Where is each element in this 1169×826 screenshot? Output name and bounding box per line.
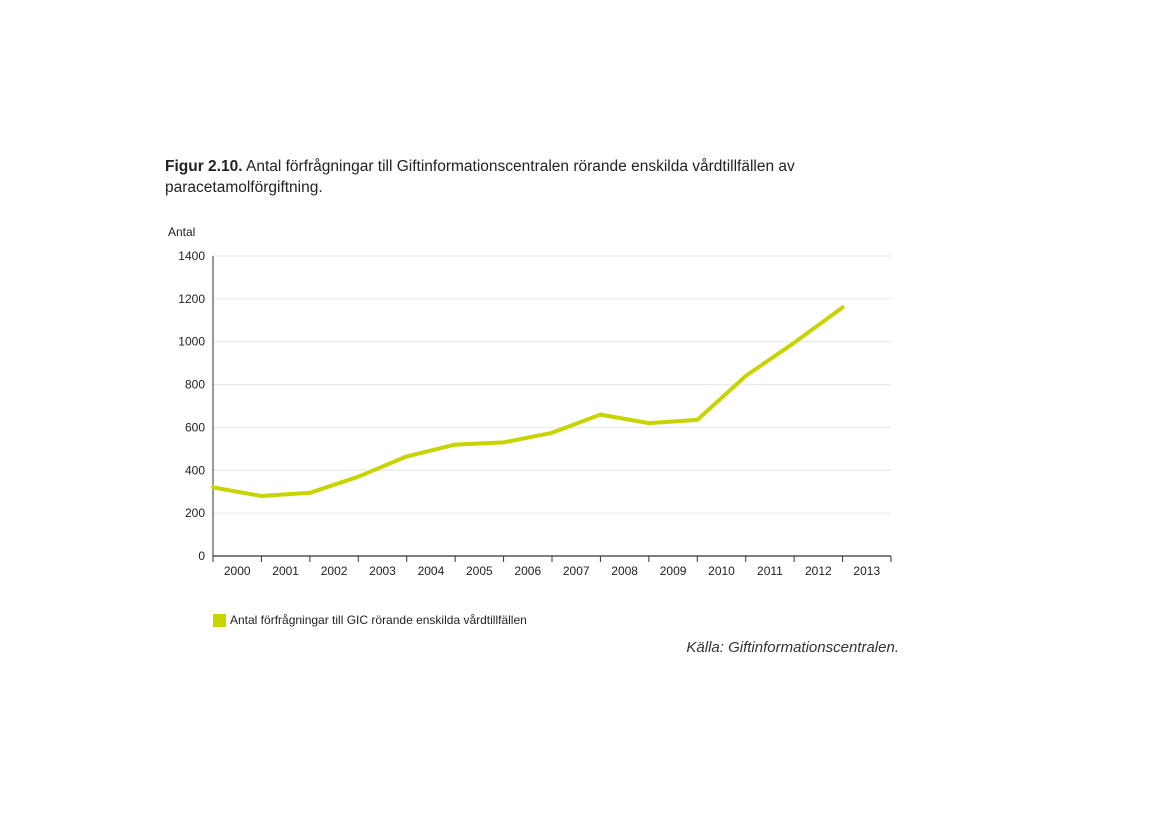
y-axis-label: Antal <box>168 225 195 239</box>
legend: Antal förfrågningar till GIC rörande ens… <box>213 613 527 627</box>
x-tick-label: 2006 <box>514 564 541 578</box>
grid-lines <box>213 255 891 514</box>
y-tick-label: 200 <box>185 506 205 520</box>
x-tick-label: 2007 <box>563 564 590 578</box>
x-tick-label: 2005 <box>466 564 493 578</box>
y-tick-label: 400 <box>185 463 205 477</box>
figure-label: Figur 2.10. <box>165 158 243 175</box>
y-tick-label: 1200 <box>178 292 205 306</box>
source-note: Källa: Giftinformationscentralen. <box>686 639 899 656</box>
x-tick-label: 2010 <box>708 564 735 578</box>
x-tick-label: 2003 <box>369 564 396 578</box>
figure-caption: Figur 2.10. Antal förfrågningar till Gif… <box>165 156 905 198</box>
x-tick-label: 2004 <box>418 564 445 578</box>
y-tick-label: 800 <box>185 378 205 392</box>
x-tick-label: 2013 <box>853 564 880 578</box>
y-tick-label: 1000 <box>178 335 205 349</box>
y-tick-label: 600 <box>185 420 205 434</box>
y-tick-label: 1400 <box>178 249 205 263</box>
legend-label: Antal förfrågningar till GIC rörande ens… <box>230 613 527 627</box>
x-tick-label: 2011 <box>757 564 783 578</box>
x-tick-label: 2002 <box>321 564 348 578</box>
series-line <box>211 305 845 498</box>
legend-swatch <box>213 613 226 627</box>
x-tick-label: 2008 <box>611 564 638 578</box>
x-axis: 2000 2001 2002 2003 2004 2005 2006 2007 2008 2009… <box>212 555 892 578</box>
series-group <box>211 305 845 498</box>
x-tick-label: 2001 <box>272 564 299 578</box>
y-tick-label: 0 <box>198 549 205 563</box>
figure-title: Antal förfrågningar till Giftinformation… <box>165 158 795 196</box>
x-tick-label: 2009 <box>660 564 687 578</box>
x-tick-label: 2012 <box>805 564 832 578</box>
y-axis-ticks: 0 200 400 600 800 1000 1200 1400 <box>178 249 214 563</box>
x-tick-label: 2000 <box>224 564 251 578</box>
